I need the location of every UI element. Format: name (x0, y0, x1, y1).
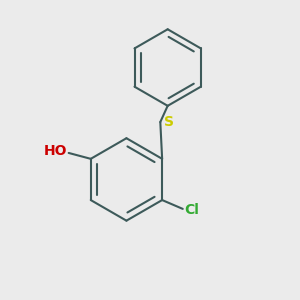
Text: Cl: Cl (184, 203, 199, 218)
Text: S: S (164, 115, 174, 129)
Text: HO: HO (44, 145, 67, 158)
